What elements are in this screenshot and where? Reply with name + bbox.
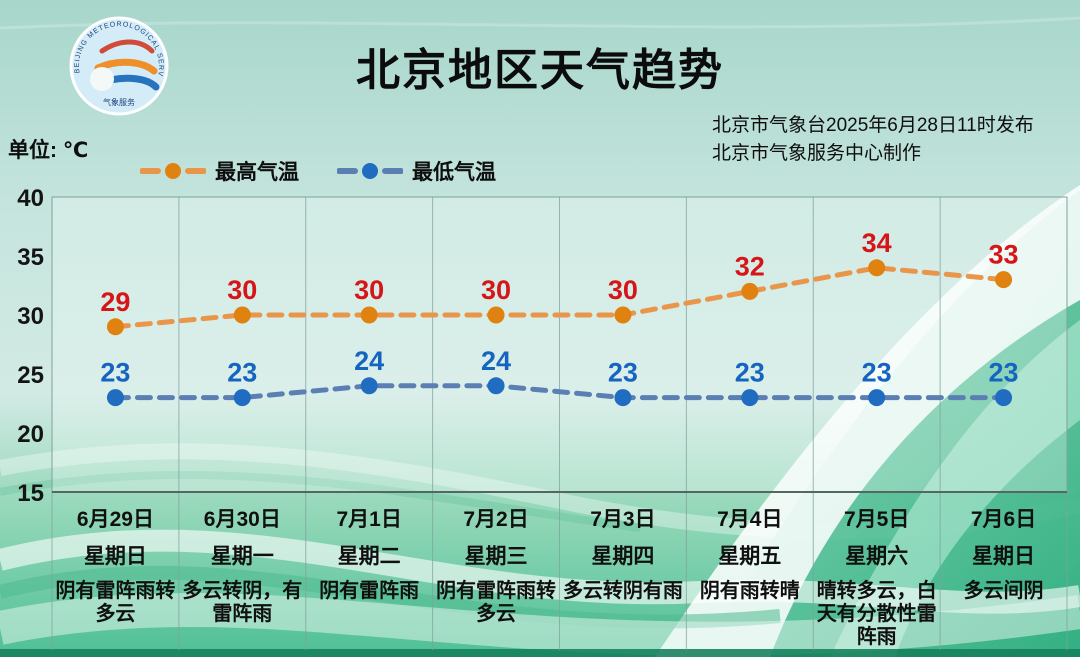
high-temp-value-label: 32 — [735, 251, 765, 281]
forecast-column: 6月29日星期日阴有雷阵雨转多云 — [52, 492, 179, 652]
high-temp-point — [868, 259, 886, 277]
forecast-weekday: 星期一 — [210, 545, 274, 568]
high-temp-point — [995, 271, 1013, 289]
legend-item-high-temp: 最高气温 — [140, 156, 299, 186]
y-tick-label: 35 — [17, 244, 44, 271]
forecast-weather: 晴转多云，白天有分散性雷阵雨 — [816, 580, 937, 648]
low-temp-point — [741, 389, 759, 407]
high-temp-point — [106, 318, 124, 336]
forecast-weather: 多云转阴有雨 — [562, 580, 683, 602]
logo-red-stripe — [99, 39, 155, 54]
forecast-date: 6月30日 — [203, 508, 281, 531]
forecast-date: 7月4日 — [717, 508, 783, 531]
low-temp-value-label: 23 — [735, 358, 765, 388]
high-temp-value-label: 29 — [100, 287, 130, 317]
low-temp-value-label: 23 — [227, 358, 257, 388]
low-temp-point — [360, 377, 378, 395]
forecast-table: 6月29日 星期日 阴有雷阵雨转多云 6月30日 星期一 多云转阴，有雷阵雨 7月1日 星期二… — [52, 492, 1067, 652]
page-title: 北京地区天气趋势 — [356, 46, 724, 95]
forecast-date: 6月29日 — [76, 508, 154, 531]
low-temp-point — [233, 389, 251, 407]
high-temp-value-label: 30 — [481, 275, 511, 305]
high-temp-line-icon — [140, 163, 206, 179]
logo-bottom-text: 气象服务 — [103, 97, 135, 107]
forecast-weekday: 星期六 — [845, 545, 909, 568]
forecast-column: 7月3日星期四多云转阴有雨 — [560, 492, 687, 652]
y-tick-label: 40 — [17, 185, 44, 212]
high-temp-value-label: 34 — [862, 228, 892, 258]
high-temp-point — [233, 306, 251, 324]
low-temp-value-label: 23 — [100, 358, 130, 388]
high-temp-value-label: 33 — [989, 240, 1019, 270]
high-temp-point — [741, 282, 759, 300]
forecast-weekday: 星期五 — [718, 545, 782, 568]
low-temp-point — [868, 389, 886, 407]
low-temp-point — [614, 389, 632, 407]
forecast-weekday: 星期三 — [464, 545, 528, 568]
high-temp-value-label: 30 — [227, 275, 257, 305]
high-temp-point — [360, 306, 378, 324]
y-tick-label: 30 — [17, 303, 44, 330]
forecast-date: 7月3日 — [590, 508, 656, 531]
forecast-weekday: 星期四 — [591, 545, 655, 568]
forecast-date: 7月1日 — [336, 508, 402, 531]
forecast-column: 7月1日星期二阴有雷阵雨 — [306, 492, 433, 652]
forecast-column: 7月4日星期五阴有雨转晴 — [686, 492, 813, 652]
low-temp-value-label: 23 — [862, 358, 892, 388]
legend-label-low-temp: 最低气温 — [412, 161, 496, 184]
unit-label: 单位: ℃ — [8, 139, 89, 162]
forecast-weather: 阴有雨转晴 — [699, 580, 800, 602]
forecast-date: 7月6日 — [970, 508, 1037, 531]
beijing-meteorological-service-logo: BEIJING METEOROLOGICAL SERVICE 气象服务 — [66, 13, 169, 116]
low-temp-line — [112, 383, 1007, 401]
high-temp-value-label: 30 — [608, 275, 638, 305]
high-temp-point — [487, 306, 505, 324]
y-tick-label: 20 — [17, 421, 44, 448]
issue-info: 北京市气象台2025年6月28日11时发布 北京市气象服务中心制作 — [712, 112, 1034, 168]
legend-item-low-temp: 最低气温 — [337, 156, 496, 186]
high-temp-line — [112, 265, 1007, 330]
high-temp-value-label: 30 — [354, 275, 384, 305]
forecast-weekday: 星期日 — [83, 545, 147, 568]
low-temp-point — [995, 389, 1013, 407]
low-temp-value-label: 24 — [354, 346, 384, 376]
bottom-strip — [0, 649, 1080, 657]
low-temp-point — [487, 377, 505, 395]
forecast-weekday: 星期日 — [972, 545, 1036, 568]
low-temp-value-label: 23 — [608, 358, 638, 388]
low-temp-value-label: 23 — [989, 358, 1019, 388]
low-temp-value-label: 24 — [481, 346, 511, 376]
low-temp-line-icon — [337, 163, 403, 179]
forecast-date: 7月5日 — [844, 508, 910, 531]
issue-info-line1: 北京市气象台2025年6月28日11时发布 — [712, 115, 1034, 136]
forecast-weather: 阴有雷阵雨 — [319, 580, 420, 602]
logo-orange-stripe — [94, 58, 158, 75]
forecast-weather: 多云间阴 — [963, 580, 1044, 602]
y-tick-label: 15 — [17, 480, 44, 507]
chart-legend: 最高气温 最低气温 — [140, 156, 496, 186]
forecast-column: 7月2日星期三阴有雷阵雨转多云 — [433, 492, 560, 652]
logo-balloon-dome — [90, 67, 114, 91]
forecast-column: 6月30日星期一多云转阴，有雷阵雨 — [179, 492, 306, 652]
forecast-date: 7月2日 — [463, 508, 529, 531]
forecast-weekday: 星期二 — [337, 545, 401, 568]
low-temp-point — [106, 389, 124, 407]
forecast-column: 7月6日星期日多云间阴 — [940, 492, 1067, 652]
forecast-column: 7月5日星期六晴转多云，白天有分散性雷阵雨 — [813, 492, 940, 652]
high-temp-point — [614, 306, 632, 324]
issue-info-line2: 北京市气象服务中心制作 — [712, 143, 922, 164]
forecast-weather: 阴有雷阵雨转多云 — [436, 580, 557, 625]
legend-label-high-temp: 最高气温 — [215, 161, 299, 184]
forecast-weather: 阴有雷阵雨转多云 — [55, 580, 176, 625]
forecast-weather: 多云转阴，有雷阵雨 — [182, 580, 303, 625]
y-tick-label: 25 — [17, 362, 44, 389]
